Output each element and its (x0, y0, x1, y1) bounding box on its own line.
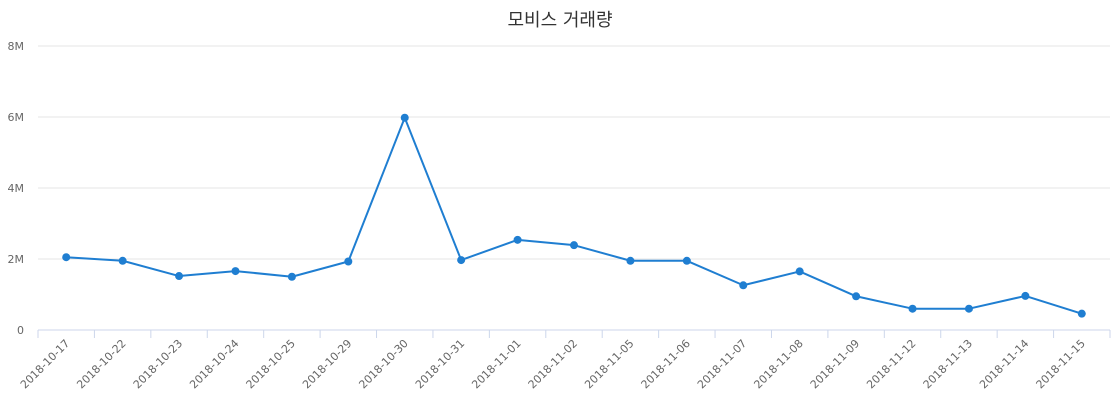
data-point (1021, 291, 1030, 300)
x-tick-label: 2018-11-09 (808, 337, 862, 391)
x-tick-label: 2018-10-24 (187, 337, 241, 391)
data-point (62, 253, 71, 262)
y-tick-label: 6M (8, 111, 25, 124)
data-point (1077, 309, 1086, 318)
data-point (344, 257, 353, 266)
x-tick-label: 2018-11-08 (751, 337, 805, 391)
data-point (964, 304, 973, 313)
y-tick-label: 8M (8, 40, 25, 53)
y-tick-label: 4M (8, 182, 25, 195)
x-tick-label: 2018-11-07 (695, 337, 749, 391)
series-line (66, 116, 1083, 315)
x-tick-label: 2018-11-15 (1034, 337, 1088, 391)
data-point (908, 304, 917, 313)
x-tick-label: 2018-11-01 (469, 337, 523, 391)
y-tick-label: 2M (8, 253, 25, 266)
data-point (852, 292, 861, 301)
x-tick-label: 2018-11-02 (526, 337, 580, 391)
x-tick-label: 2018-10-17 (18, 337, 72, 391)
data-point (231, 267, 240, 276)
data-point (400, 113, 409, 122)
data-point (626, 256, 635, 265)
x-tick-label: 2018-10-29 (300, 337, 354, 391)
data-point (287, 272, 296, 281)
y-tick-label: 0 (17, 324, 24, 337)
chart-title: 모비스 거래량 (507, 10, 613, 31)
x-tick-label: 2018-11-05 (582, 337, 636, 391)
data-point (570, 241, 578, 250)
x-tick-label: 2018-11-06 (639, 337, 693, 391)
x-tick-label: 2018-10-30 (356, 337, 410, 391)
data-point (175, 272, 184, 281)
data-point (795, 267, 804, 276)
x-tick-label: 2018-10-25 (244, 337, 298, 391)
data-point (118, 256, 127, 265)
x-tick-label: 2018-11-14 (977, 337, 1031, 391)
data-point (682, 256, 691, 265)
data-point (513, 235, 522, 244)
x-tick-label: 2018-11-12 (864, 337, 918, 391)
x-tick-label: 2018-10-22 (74, 337, 128, 391)
x-tick-label: 2018-10-31 (413, 337, 467, 391)
x-tick-label: 2018-10-23 (131, 337, 185, 391)
data-point (457, 256, 466, 265)
data-point (739, 281, 748, 290)
x-tick-label: 2018-11-13 (921, 337, 975, 391)
